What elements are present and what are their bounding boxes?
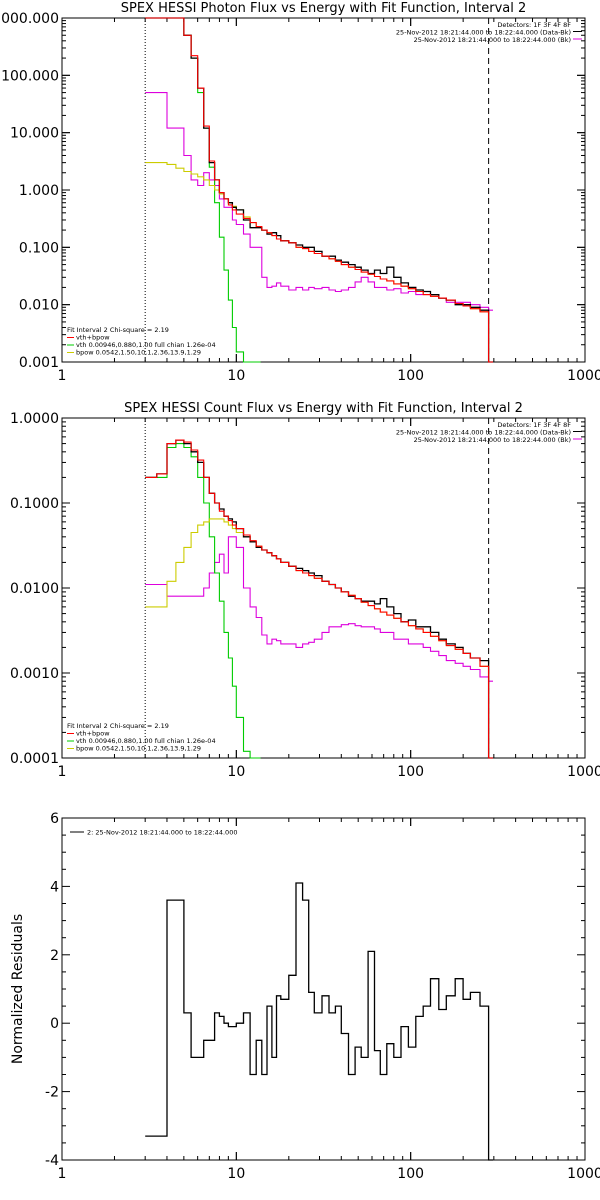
x-tick-label: 1 bbox=[58, 1166, 67, 1182]
plot-frame bbox=[61, 17, 586, 363]
header-line: 25-Nov-2012 18:21:44.000 to 18:22:44.000… bbox=[396, 29, 571, 37]
header-line: 25-Nov-2012 18:21:44.000 to 18:22:44.000… bbox=[414, 436, 571, 444]
x-tick-label: 10 bbox=[227, 764, 245, 780]
x-tick-label: 100 bbox=[397, 1166, 424, 1182]
series-bpow-line bbox=[145, 518, 493, 759]
x-tick-label: 100 bbox=[397, 764, 424, 780]
y-tick-label: 0.010 bbox=[19, 298, 59, 314]
y-tick-label: -2 bbox=[45, 1085, 59, 1101]
series-vth-line bbox=[145, 443, 261, 759]
x-tick-label: 10 bbox=[227, 1166, 245, 1182]
x-tick-label: 1000 bbox=[567, 1166, 600, 1182]
series-bk-line bbox=[145, 92, 493, 311]
y-tick-label: 0.0001 bbox=[10, 751, 59, 767]
fit-legend-line: vth+bpow bbox=[76, 730, 110, 738]
series-vth-line bbox=[145, 17, 261, 363]
y-tick-label: 10.000 bbox=[10, 126, 59, 142]
y-tick-label: 2 bbox=[50, 948, 59, 964]
y-tick-label: 0.0010 bbox=[10, 666, 59, 682]
plot-frame bbox=[61, 417, 586, 759]
series-data-line bbox=[145, 882, 493, 1161]
y-tick-label: 0.1000 bbox=[10, 496, 59, 512]
fit-legend-line: Fit Interval 2 Chi-square = 2.19 bbox=[67, 722, 169, 730]
fit-legend-line: Fit Interval 2 Chi-square = 2.19 bbox=[67, 326, 169, 334]
x-tick-label: 1 bbox=[58, 764, 67, 780]
plot-frame bbox=[61, 817, 586, 1161]
header-line: Detectors: 1F 3F 4F 8F bbox=[497, 21, 571, 29]
chart-panel-1: SPEX HESSI Photon Flux vs Energy with Fi… bbox=[0, 1, 600, 384]
chart-title: SPEX HESSI Photon Flux vs Energy with Fi… bbox=[121, 1, 527, 16]
fit-legend-line: bpow 0.0542,1.50,10.1,2.36,13.9,1.29 bbox=[76, 745, 201, 753]
y-tick-label: 0 bbox=[50, 1016, 59, 1032]
series-data-line bbox=[145, 439, 493, 759]
y-tick-label: 0.0100 bbox=[10, 581, 59, 597]
chart-panel-3: 1 10 100 1000 -4 -2 0 2 4 6 Normalized Residuals 2:… bbox=[10, 811, 600, 1182]
x-tick-label: 1 bbox=[58, 368, 67, 384]
x-tick-label: 1000 bbox=[567, 764, 600, 780]
series-bpow-line bbox=[145, 162, 493, 363]
x-tick-label: 1000 bbox=[567, 368, 600, 384]
y-tick-label: 1000.000 bbox=[0, 11, 59, 27]
y-tick-label: 6 bbox=[50, 811, 59, 827]
y-tick-label: 1.0000 bbox=[10, 411, 59, 427]
fit-legend-line: vth+bpow bbox=[76, 334, 110, 342]
header-line: 25-Nov-2012 18:21:44.000 to 18:22:44.000… bbox=[396, 429, 571, 437]
fit-legend-line: vth 0.00946,0.880,1.00 full chian 1.26e-… bbox=[76, 737, 216, 745]
residual-legend-label: 2: 25-Nov-2012 18:21:44.000 to 18:22:44.… bbox=[87, 829, 237, 837]
chart-panel-2: SPEX HESSI Count Flux vs Energy with Fit… bbox=[10, 401, 600, 780]
series-bk-line bbox=[145, 536, 493, 682]
header-line: 25-Nov-2012 18:21:44.000 to 18:22:44.000… bbox=[414, 36, 571, 44]
y-tick-label: 100.000 bbox=[1, 68, 59, 84]
y-tick-label: -4 bbox=[45, 1153, 59, 1169]
series-total-line bbox=[145, 439, 493, 759]
y-tick-label: 4 bbox=[50, 879, 59, 895]
chart-title: SPEX HESSI Count Flux vs Energy with Fit… bbox=[124, 401, 523, 416]
fit-legend-line: bpow 0.0542,1.50,10.1,2.36,13.9,1.29 bbox=[76, 349, 201, 357]
series-total-line bbox=[145, 17, 493, 363]
y-axis-label: Normalized Residuals bbox=[10, 914, 26, 1064]
x-tick-label: 100 bbox=[397, 368, 424, 384]
y-tick-label: 1.000 bbox=[19, 183, 59, 199]
fit-legend-line: vth 0.00946,0.880,1.00 full chian 1.26e-… bbox=[76, 341, 216, 349]
y-tick-label: 0.001 bbox=[19, 355, 59, 371]
x-tick-label: 10 bbox=[227, 368, 245, 384]
y-tick-label: 0.100 bbox=[19, 240, 59, 256]
header-line: Detectors: 1F 3F 4F 8F bbox=[497, 421, 571, 429]
